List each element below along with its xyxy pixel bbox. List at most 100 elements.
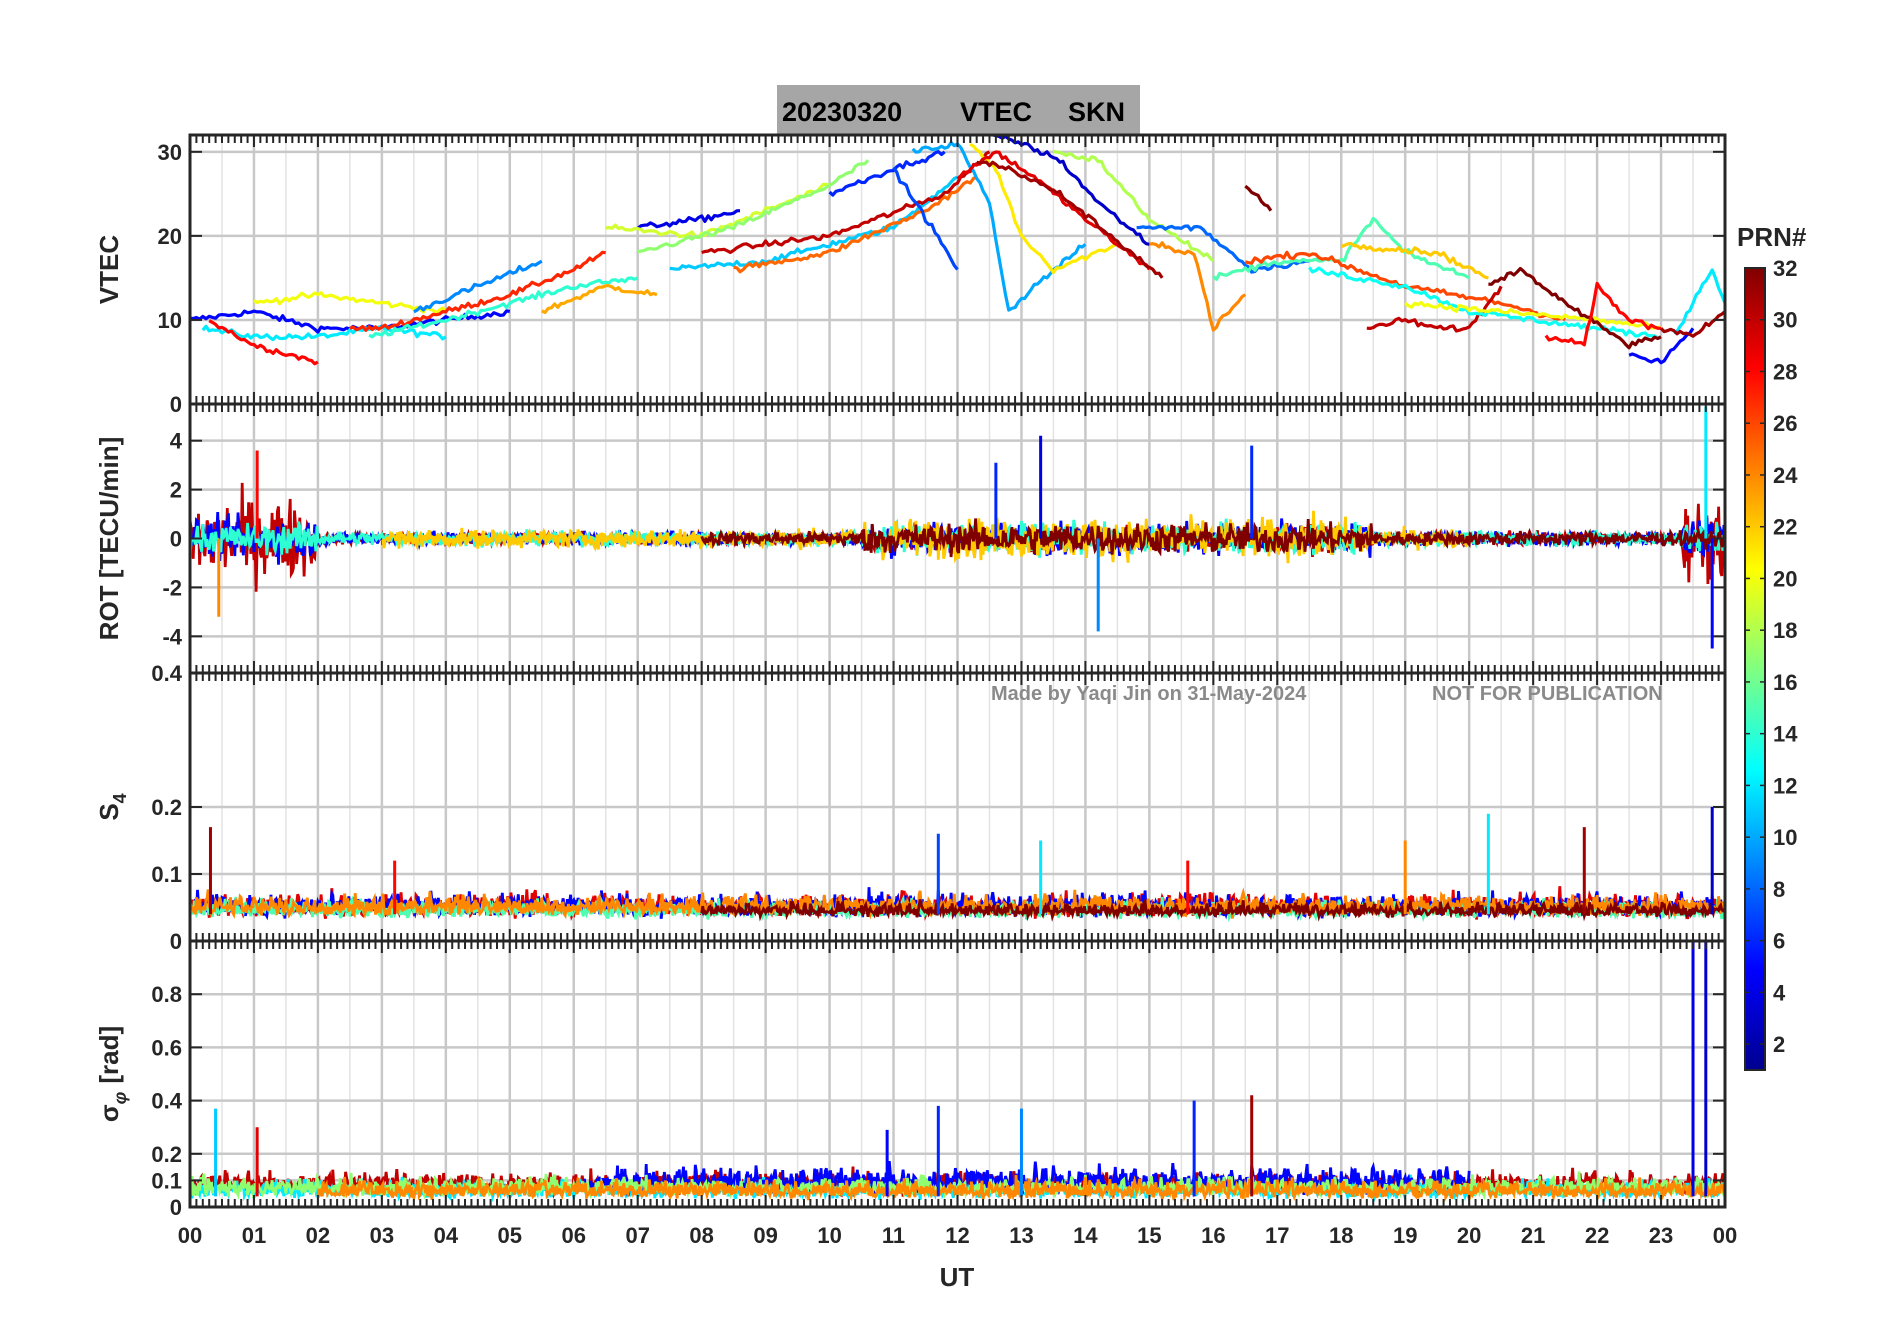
x-tick-label: 21 [1521, 1223, 1545, 1248]
vtec-series-prn-28 [1544, 281, 1661, 347]
vtec-series-prn-20 [1404, 300, 1662, 330]
x-tick-label: 03 [370, 1223, 394, 1248]
x-tick-label: 18 [1329, 1223, 1353, 1248]
vtec-series-prn-21 [969, 142, 1118, 275]
sigma_phi-frame [188, 939, 1727, 1209]
panel-s4: 0 0.1 0.2 0.4 S4 [94, 661, 1727, 954]
vtec-series-prn-31 [976, 160, 1164, 279]
panel-vtec: 0 10 20 30 VTEC [94, 133, 1727, 417]
x-tick-label: 19 [1393, 1223, 1417, 1248]
watermark: Made by Yaqi Jin on 31-May-2024 NOT FOR … [991, 683, 1663, 705]
vtec-y-tick-label: 30 [158, 140, 182, 165]
x-tick-label: 12 [945, 1223, 969, 1248]
sigma_phi-y-tick-label: 0.4 [151, 1089, 182, 1114]
x-tick-label: 22 [1585, 1223, 1609, 1248]
colorbar-tick-label: 30 [1773, 308, 1797, 333]
vtec-series-prn-4 [636, 209, 741, 230]
colorbar-tick-label: 6 [1773, 929, 1785, 954]
colorbar-tick-label: 28 [1773, 359, 1797, 384]
vtec-series-prn-32 [1244, 184, 1273, 212]
s4-y-tick-label: 0.4 [151, 661, 182, 686]
vtec-series-prn-7 [892, 166, 959, 271]
sigma_phi-y-tick-label: 0.6 [151, 1035, 182, 1060]
vtec-series-prn-23 [541, 284, 658, 315]
title-quantity: VTEC [960, 97, 1032, 127]
colorbar-tick-label: 24 [1773, 463, 1798, 488]
colorbar-tick-label: 4 [1773, 980, 1786, 1005]
vtec-series-prn-3 [988, 135, 1150, 246]
rot-y-tick-label: 4 [170, 429, 183, 454]
x-tick-label: 07 [625, 1223, 649, 1248]
x-tick-label: 10 [817, 1223, 841, 1248]
s4-series-prn-24 [190, 887, 1725, 920]
rot-y-tick-label: -4 [162, 624, 182, 649]
rot-y-tick-label: 2 [170, 478, 182, 503]
x-tick-label: 04 [434, 1223, 459, 1248]
title-station: SKN [1068, 97, 1125, 127]
vtec-series-prn-20 [253, 291, 447, 314]
vtec-series-prn-9 [413, 259, 543, 314]
x-tick-label: 01 [242, 1223, 266, 1248]
x-tick-label: 09 [753, 1223, 777, 1248]
sigma_phi-y-axis-label: σφ[rad] [94, 1026, 130, 1122]
x-tick-label: 00 [1713, 1223, 1737, 1248]
watermark-notice: NOT FOR PUBLICATION [1432, 683, 1663, 705]
rot-series-group [190, 406, 1725, 649]
x-tick-label: 17 [1265, 1223, 1289, 1248]
vtec-y-tick-label: 20 [158, 224, 182, 249]
vtec-series-prn-28 [208, 319, 319, 366]
sigma_phi-y-tick-label: 0 [170, 1195, 182, 1220]
colorbar-tick-label: 22 [1773, 515, 1797, 540]
colorbar-tick-label: 32 [1773, 256, 1797, 281]
colorbar-tick-label: 10 [1773, 825, 1797, 850]
x-tick-label: 20 [1457, 1223, 1481, 1248]
vtec-series-prn-29 [956, 150, 1151, 271]
colorbar-label: PRN# [1737, 222, 1807, 252]
vtec-series-prn-24 [1149, 241, 1247, 332]
x-tick-label: 06 [562, 1223, 586, 1248]
rot-y-tick-label: -2 [162, 575, 182, 600]
vtec-series-prn-32 [1488, 266, 1662, 350]
vtec-series-prn-17 [637, 159, 870, 254]
colorbar-tick-label: 20 [1773, 566, 1797, 591]
chart-title: 20230320 VTEC SKN [777, 85, 1140, 135]
vtec-series-prn-6 [828, 150, 946, 197]
s4-series-prn-32 [700, 896, 1725, 922]
vtec-y-tick-label: 0 [170, 392, 182, 417]
x-tick-label: 15 [1137, 1223, 1161, 1248]
x-tick-label: 05 [498, 1223, 522, 1248]
s4-series-group [190, 807, 1725, 923]
vtec-series-prn-12 [201, 324, 447, 342]
rot-y-axis-label: ROT [TECU/min] [94, 437, 124, 641]
vtec-series-prn-22 [1340, 241, 1489, 280]
vtec-series-prn-8 [1136, 224, 1310, 274]
vtec-series-prn-11 [669, 175, 959, 271]
colorbar-tick-label: 8 [1773, 877, 1785, 902]
x-tick-label: 23 [1649, 1223, 1673, 1248]
vtec-y-tick-label: 10 [158, 308, 182, 333]
sigma_phi-series-group [190, 941, 1725, 1204]
vtec-series-prn-27 [349, 250, 606, 332]
sigma_phi-y-tick-label: 0.8 [151, 982, 182, 1007]
rot-series-prn-32 [700, 518, 1725, 558]
sigma_phi-y-tick-label: 0.2 [151, 1142, 182, 1167]
colorbar-tick-label: 12 [1773, 773, 1797, 798]
vtec-y-axis-label: VTEC [94, 235, 124, 305]
s4-y-tick-label: 0.1 [151, 862, 182, 887]
s4-y-tick-label: 0.2 [151, 795, 182, 820]
x-tick-label: 00 [178, 1223, 202, 1248]
x-tick-label: 02 [306, 1223, 330, 1248]
vtec-series-prn-14 [368, 276, 639, 339]
x-axis-label: UT [940, 1262, 975, 1292]
vtec-series-prn-15 [1212, 216, 1470, 281]
x-tick-label: 11 [882, 1223, 905, 1248]
vtec-series-prn-18 [1053, 150, 1215, 263]
colorbar-tick-label: 26 [1773, 411, 1797, 436]
vtec-series-prn-12 [1673, 268, 1725, 335]
x-tick-label: 08 [689, 1223, 713, 1248]
s4-y-axis-label: S4 [94, 793, 130, 820]
panel-rot: -4 -2 0 2 4 ROT [TECU/min] [94, 402, 1727, 675]
panels: 0 10 20 30 VTEC -4 -2 0 2 4 ROT [TECU/min] 0 0.1 0.2 0… [94, 133, 1727, 1220]
x-axis: 00 01 02 03 04 05 06 07 08 09 10 11 12 13 14 15 16 17 18 19… [178, 1223, 1737, 1248]
